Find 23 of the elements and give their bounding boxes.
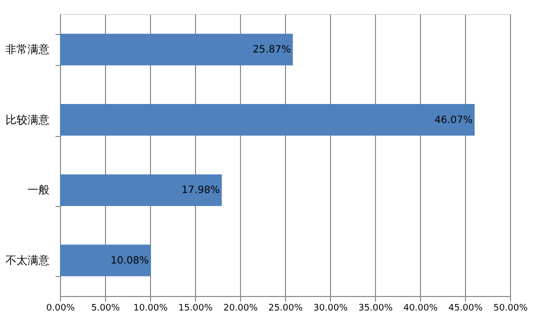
data-label: 25.87% (252, 44, 291, 56)
x-tick-label: 20.00% (223, 304, 258, 314)
x-tick-label: 45.00% (448, 304, 484, 314)
bar (60, 174, 222, 206)
y-tick-label: 不太满意 (6, 254, 50, 267)
y-tick-label: 非常满意 (6, 43, 50, 56)
x-tick-label: 25.00% (268, 304, 304, 314)
bar (60, 104, 475, 136)
y-tick-label: 比较满意 (6, 113, 50, 126)
x-tick-label: 10.00% (133, 304, 168, 314)
x-tick-label: 50.00% (493, 304, 528, 314)
bar (60, 244, 151, 276)
x-tick-label: 40.00% (403, 304, 438, 314)
y-tick-label: 一般 (28, 184, 50, 197)
x-tick-label: 35.00% (358, 304, 394, 314)
x-tick-label: 30.00% (313, 304, 348, 314)
x-tick-label: 5.00% (91, 304, 120, 314)
x-tick-label: 0.00% (46, 304, 76, 314)
data-label: 17.98% (182, 185, 220, 196)
data-label: 10.08% (110, 255, 149, 266)
bar (60, 34, 293, 66)
data-label: 46.07% (434, 114, 473, 126)
x-tick-label: 15.00% (178, 304, 214, 314)
